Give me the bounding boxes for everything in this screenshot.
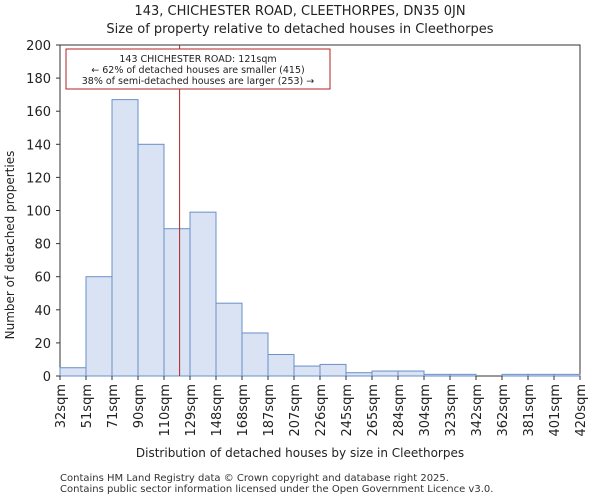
x-tick-label: 207sqm — [288, 384, 303, 437]
x-tick-label: 226sqm — [314, 384, 329, 437]
histogram-bar — [189, 211, 217, 377]
histogram-bar — [163, 228, 191, 377]
y-tick-label: 0 — [43, 370, 51, 385]
chart-subtitle: Size of property relative to detached ho… — [106, 22, 494, 37]
histogram-bar — [59, 367, 87, 377]
histogram-bar — [111, 99, 139, 377]
y-tick-label: 120 — [26, 171, 51, 186]
x-tick-label: 245sqm — [340, 384, 355, 437]
histogram-bar — [85, 276, 113, 377]
y-tick-label: 20 — [34, 337, 51, 352]
x-tick-label: 110sqm — [158, 384, 173, 437]
y-tick-label: 160 — [26, 105, 51, 120]
histogram-bar — [293, 365, 321, 377]
x-tick-label: 148sqm — [210, 384, 225, 437]
histogram-bar — [397, 370, 425, 377]
x-tick-label: 90sqm — [132, 384, 147, 428]
footer-line-2: Contains public sector information licen… — [60, 484, 494, 495]
histogram-bar — [553, 373, 581, 377]
x-tick-label: 187sqm — [262, 384, 277, 437]
histogram-bar — [527, 373, 555, 377]
chart-title: 143, CHICHESTER ROAD, CLEETHORPES, DN35 … — [134, 4, 466, 19]
annotation-line: 38% of semi-detached houses are larger (… — [82, 76, 315, 87]
x-tick-label: 71sqm — [106, 384, 121, 428]
y-tick-label: 40 — [34, 304, 51, 319]
x-tick-label: 265sqm — [366, 384, 381, 437]
x-axis-label: Distribution of detached houses by size … — [136, 446, 464, 460]
x-tick-label: 168sqm — [236, 384, 251, 437]
x-tick-label: 342sqm — [470, 384, 485, 437]
y-tick-label: 180 — [26, 72, 51, 87]
histogram-bar — [137, 143, 165, 377]
x-tick-label: 51sqm — [80, 384, 95, 428]
x-tick-label: 284sqm — [392, 384, 407, 437]
x-tick-label: 420sqm — [574, 384, 589, 437]
histogram-bar — [319, 363, 347, 377]
histogram-bar — [371, 370, 399, 377]
annotation-line: ← 62% of detached houses are smaller (41… — [91, 65, 304, 76]
histogram-bar — [215, 302, 243, 377]
annotation-line: 143 CHICHESTER ROAD: 121sqm — [119, 54, 276, 65]
x-tick-label: 381sqm — [522, 384, 537, 437]
x-tick-label: 401sqm — [548, 384, 563, 437]
x-tick-label: 304sqm — [418, 384, 433, 437]
y-tick-label: 60 — [34, 271, 51, 286]
histogram-bar — [423, 373, 451, 377]
histogram-bar — [345, 372, 373, 377]
histogram-bar — [449, 373, 477, 377]
x-tick-label: 32sqm — [54, 384, 69, 428]
footer-line-1: Contains HM Land Registry data © Crown c… — [60, 473, 449, 484]
histogram-bar — [241, 332, 269, 377]
y-tick-label: 140 — [26, 138, 51, 153]
x-tick-label: 362sqm — [496, 384, 511, 437]
y-tick-label: 80 — [34, 238, 51, 253]
x-tick-label: 323sqm — [444, 384, 459, 437]
histogram-bar — [267, 353, 295, 377]
y-tick-label: 100 — [26, 205, 51, 220]
x-tick-label: 129sqm — [184, 384, 199, 437]
y-tick-label: 200 — [26, 39, 51, 54]
histogram-bar — [501, 373, 529, 377]
annotation-box — [65, 48, 331, 90]
y-axis-label: Number of detached properties — [3, 151, 17, 340]
